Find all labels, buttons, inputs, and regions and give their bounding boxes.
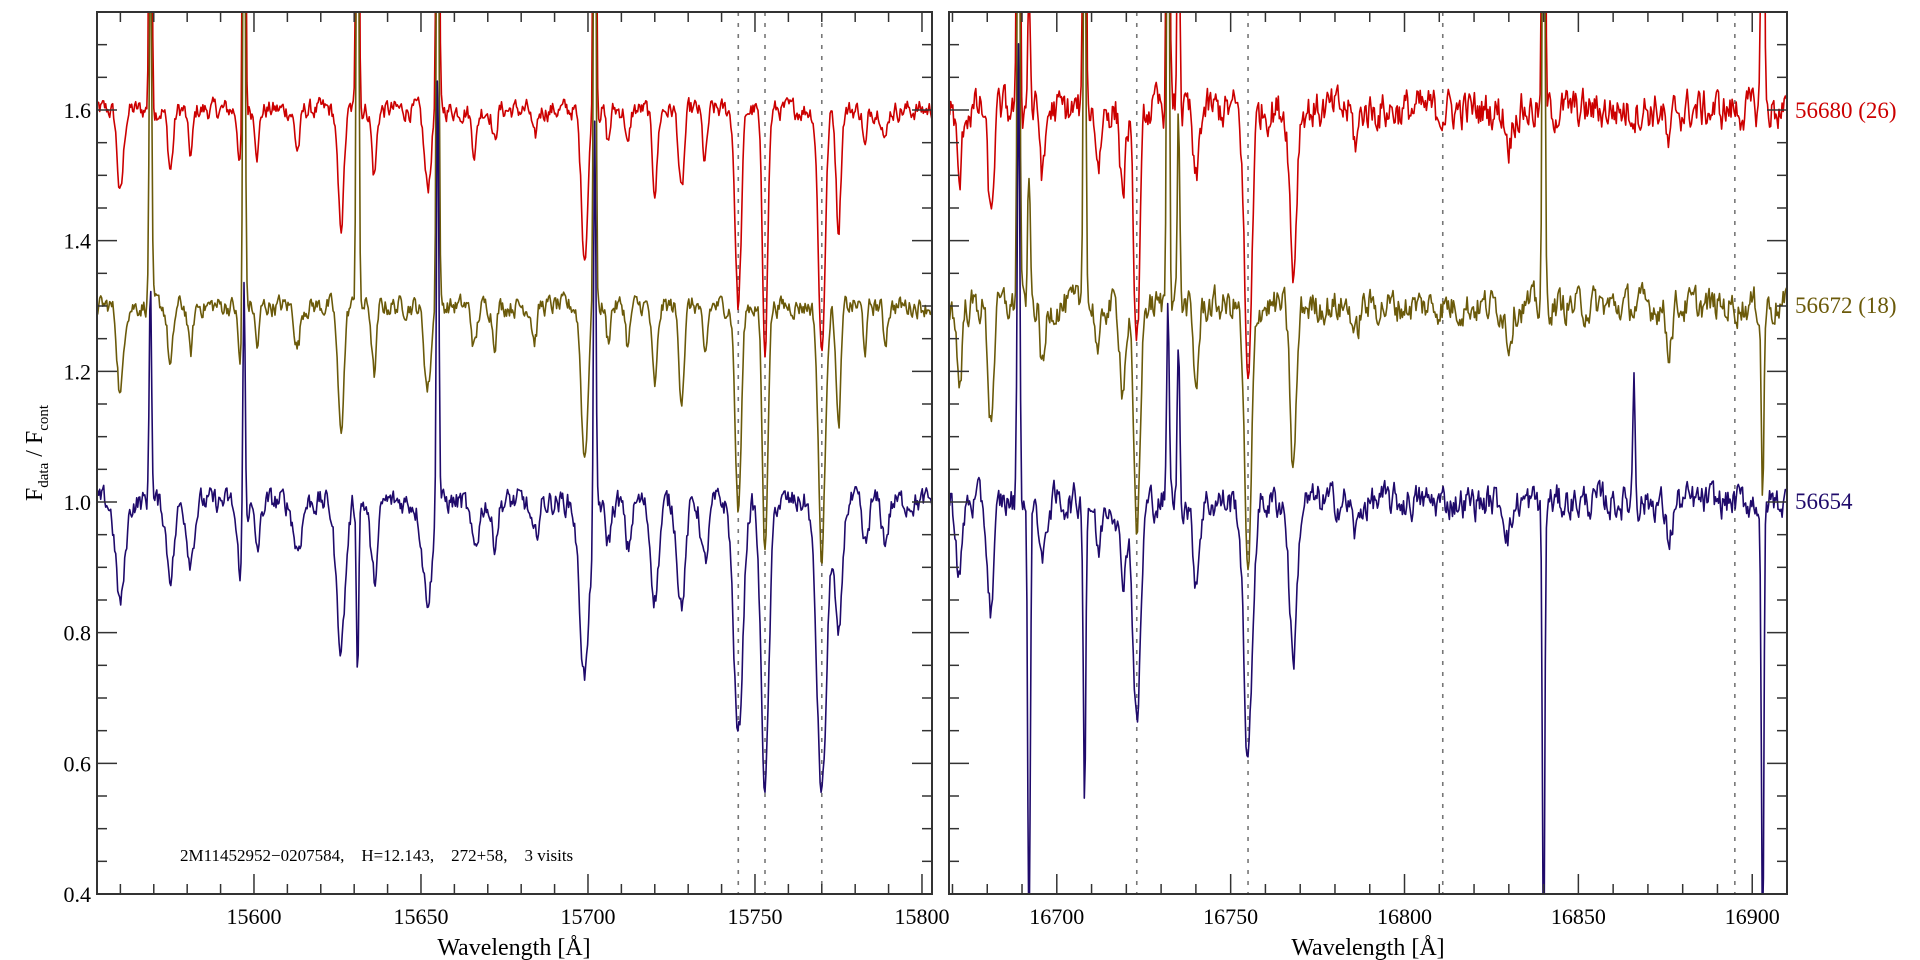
epoch-label-0: 56680 (26) [1795,98,1897,123]
x-tick-label: 15800 [894,904,949,929]
epoch-label-1: 56672 (18) [1795,293,1897,318]
spectrum-line-56672 [949,12,1787,571]
y-tick-label: 1.4 [64,229,92,254]
spectrum-line-56672 [97,12,932,564]
spectra-group [949,12,1787,894]
epoch-label-2: 56654 [1795,489,1853,514]
spectrum-line-56680 [97,12,932,358]
y-tick-label: 0.8 [64,621,92,646]
spectrum-line-56680 [949,12,1787,380]
left-panel: 15600 15650 15700 15750 15800 0.4 0.6 0.8 1.0 1.2… [64,11,949,929]
y-tick-label: 1.6 [64,98,92,123]
spectra-group [97,12,932,794]
plot-frame [96,11,933,895]
x-axis-title-left: Wavelength [Å] [437,935,590,960]
x-tick-label: 16750 [1203,904,1258,929]
x-tick-label: 16900 [1725,904,1780,929]
x-tick-label: 15700 [560,904,615,929]
y-tick-label: 1.2 [64,359,92,384]
x-tick-label: 16850 [1551,904,1606,929]
x-axis-title-right: Wavelength [Å] [1291,935,1444,960]
x-tick-label: 15750 [727,904,782,929]
spectrum-line-56654 [949,42,1787,894]
spectrum-line-56654 [97,80,932,794]
x-tick-label: 16700 [1029,904,1084,929]
x-tick-label: 16800 [1377,904,1432,929]
y-tick-label: 0.4 [64,882,92,907]
plot-frame [948,11,1788,895]
y-tick-label: 0.6 [64,751,92,776]
y-tick-label: 1.0 [64,490,92,515]
x-tick-label: 15650 [393,904,448,929]
star-annotation: 2M11452952−0207584, H=12.143, 272+58, 3 … [180,846,573,865]
y-axis-title: Fdata / Fcont [22,404,52,501]
x-tick-label: 15600 [226,904,281,929]
right-panel: 16700 16750 16800 16850 16900 [948,11,1788,929]
